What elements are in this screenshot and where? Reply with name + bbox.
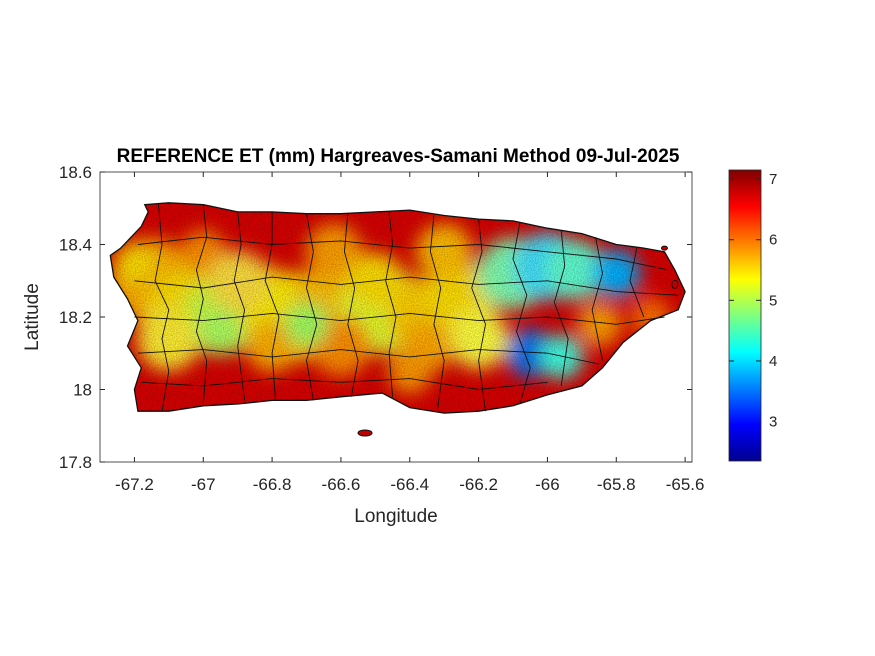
municipal-boundary <box>471 219 486 412</box>
municipal-boundary <box>429 215 445 412</box>
municipal-boundary <box>629 248 645 318</box>
municipal-boundary <box>343 213 359 397</box>
y-tick-label: 18.6 <box>59 163 92 182</box>
colorbar-tick-label: 6 <box>769 232 777 249</box>
municipal-boundaries <box>134 204 679 412</box>
municipal-boundary <box>512 222 531 405</box>
municipal-boundary <box>385 211 397 397</box>
municipal-boundary <box>134 276 679 296</box>
y-axis-label: Latitude <box>22 283 43 351</box>
y-tick-label: 18 <box>73 381 92 400</box>
municipal-boundary <box>137 349 600 365</box>
municipal-boundary <box>137 236 668 271</box>
municipal-boundary <box>264 211 280 401</box>
y-tick-label: 18.4 <box>59 236 92 255</box>
municipal-boundary <box>141 378 548 390</box>
municipal-boundary <box>134 312 665 325</box>
x-tick-label: -65.6 <box>666 475 705 494</box>
municipal-boundary <box>233 211 246 401</box>
x-tick-label: -67.2 <box>115 475 154 494</box>
municipal-boundary <box>306 213 318 401</box>
x-tick-label: -66 <box>535 475 560 494</box>
islet <box>660 245 668 251</box>
colorbar-ticks: 3 4 5 6 7 <box>729 171 777 431</box>
x-tick-label: -67 <box>191 475 216 494</box>
small-islands <box>357 245 679 437</box>
y-tick-label: 18.2 <box>59 308 92 327</box>
x-tick-label: -65.8 <box>597 475 636 494</box>
x-tick-label: -66.2 <box>459 475 498 494</box>
colorbar-tick-label: 4 <box>769 353 777 370</box>
x-axis-ticks: -67.2 -67 -66.8 -66.6 -66.4 -66.2 -66 -65.8 -65.… <box>115 172 704 494</box>
municipal-boundary <box>553 229 569 386</box>
colorbar <box>728 169 762 462</box>
colorbar-tick-label: 5 <box>769 292 777 309</box>
islet <box>357 429 373 437</box>
chart-title: REFERENCE ET (mm) Hargreaves-Samani Meth… <box>117 146 680 167</box>
municipal-boundary <box>591 237 603 361</box>
island-outline <box>109 202 686 414</box>
municipal-boundary <box>154 204 170 412</box>
y-axis-ticks: 17.8 18 18.2 18.4 18.6 <box>59 163 692 472</box>
x-axis-label: Longitude <box>354 506 437 527</box>
y-tick-label: 17.8 <box>59 453 92 472</box>
colorbar-tick-label: 7 <box>769 171 777 188</box>
x-tick-label: -66.8 <box>253 475 292 494</box>
islet <box>671 279 679 289</box>
colorbar-tick-label: 3 <box>769 414 777 431</box>
x-tick-label: -66.4 <box>390 475 429 494</box>
x-tick-label: -66.6 <box>322 475 361 494</box>
